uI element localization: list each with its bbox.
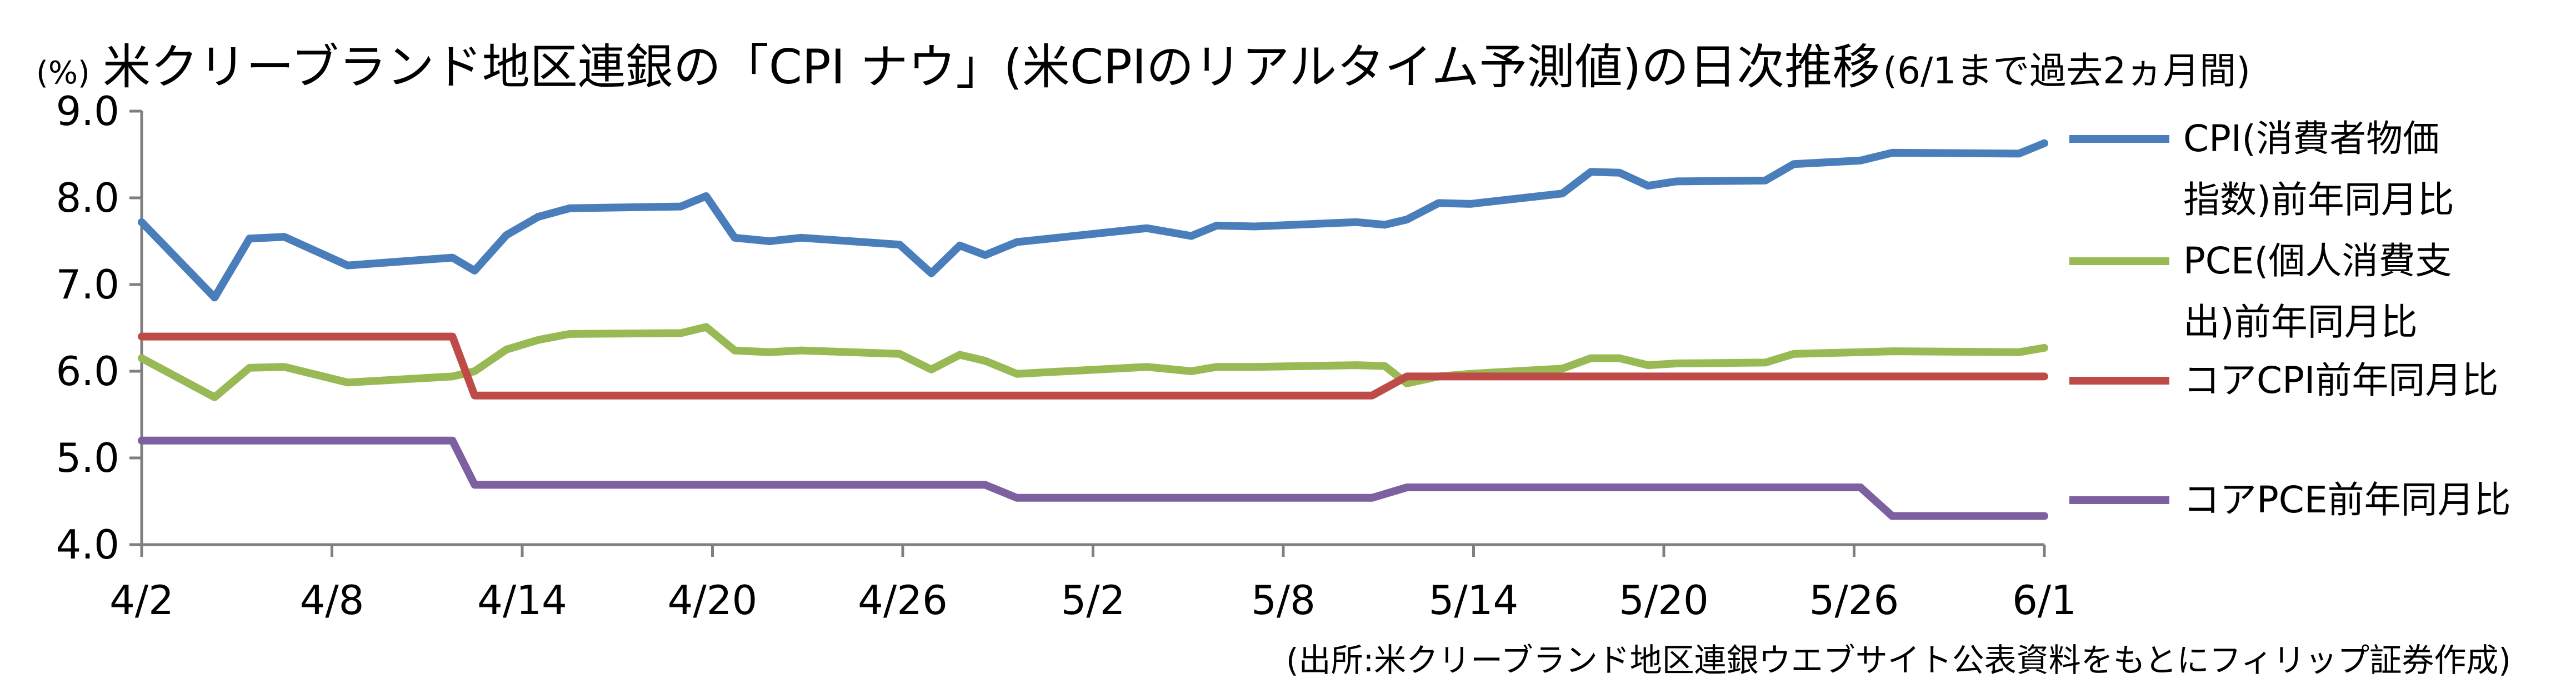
legend-label-2: コアCPI前年同月比 <box>2183 359 2498 402</box>
x-tick-label: 5/8 <box>1251 577 1315 624</box>
legend-label-0: 指数)前年同月比 <box>2183 178 2454 221</box>
series-line-2 <box>138 332 2048 400</box>
chart-title: (%) 米クリーブランド地区連銀の「CPI ナウ」(米CPIのリアルタイム予測値… <box>36 39 2250 95</box>
series-line-0 <box>138 139 2048 302</box>
x-tick-label: 5/26 <box>1809 577 1899 624</box>
x-tick-label: 5/2 <box>1061 577 1126 624</box>
axes <box>140 111 2044 546</box>
x-tick-label: 4/26 <box>858 577 948 624</box>
y-tick-label: 4.0 <box>56 521 119 568</box>
x-tick-label: 4/20 <box>668 577 758 624</box>
legend-label-1: PCE(個人消費支 <box>2183 240 2452 282</box>
series-lines <box>138 139 2048 520</box>
source-note: (出所:米クリーブランド地区連銀ウエブサイト公表資料をもとにフィリップ証券作成) <box>1286 641 2511 679</box>
x-tick-label: 5/20 <box>1619 577 1709 624</box>
legend-label-3: コアPCE前年同月比 <box>2183 478 2511 521</box>
x-ticks: 4/2 4/8 4/14 4/20 4/26 5/2 5/8 5/14 5/20 5/26 6/1 <box>109 545 2077 624</box>
legend-label-0: CPI(消費者物価 <box>2183 117 2439 160</box>
title-main: 米クリーブランド地区連銀の「CPI ナウ」(米CPIのリアルタイム予測値)の日次… <box>103 39 1880 95</box>
x-tick-label: 4/2 <box>109 577 174 624</box>
y-tick-label: 7.0 <box>56 261 119 308</box>
y-ticks: 4.0 5.0 6.0 7.0 8.0 9.0 <box>56 88 142 568</box>
title-note: (6/1まで過去2ヵ月間) <box>1883 49 2250 92</box>
x-tick-label: 6/1 <box>2012 577 2077 624</box>
legend-label-1: 出)前年同月比 <box>2183 301 2418 343</box>
title-unit: (%) <box>36 55 90 91</box>
x-tick-label: 4/8 <box>300 577 364 624</box>
x-tick-label: 5/14 <box>1429 577 1519 624</box>
y-tick-label: 8.0 <box>56 174 119 221</box>
y-tick-label: 5.0 <box>56 435 119 481</box>
x-tick-label: 4/14 <box>477 577 567 624</box>
y-tick-label: 9.0 <box>56 88 119 134</box>
y-tick-label: 6.0 <box>56 348 119 395</box>
series-line-1 <box>138 323 2048 401</box>
series-line-3 <box>138 436 2048 520</box>
